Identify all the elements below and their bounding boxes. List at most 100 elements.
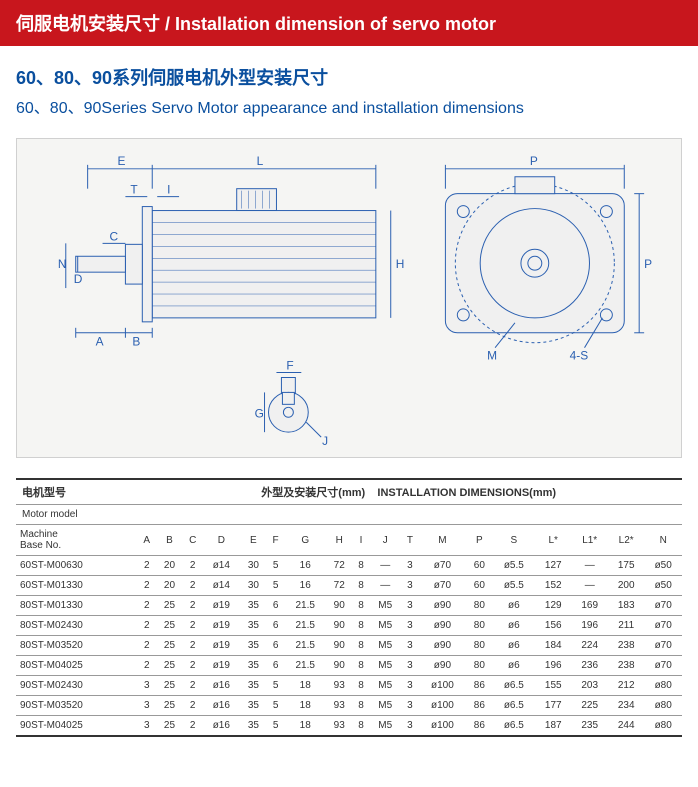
data-cell: 236: [571, 656, 607, 676]
data-cell: 2: [183, 636, 203, 656]
data-cell: 72: [326, 556, 353, 576]
col-header: D: [203, 525, 240, 556]
dim-E: E: [117, 154, 125, 168]
model-cell: 90ST-M04025: [16, 716, 137, 737]
dim-I: I: [167, 183, 170, 197]
data-cell: 2: [183, 556, 203, 576]
data-cell: 3: [401, 636, 419, 656]
data-cell: ø16: [203, 696, 240, 716]
data-cell: 3: [401, 696, 419, 716]
data-cell: ø14: [203, 556, 240, 576]
data-cell: 2: [183, 616, 203, 636]
data-cell: 152: [535, 576, 571, 596]
table-row: 60ST-M006302202ø1430516728—3ø7060ø5.5127…: [16, 556, 682, 576]
col-header: P: [466, 525, 493, 556]
data-cell: 21.5: [285, 656, 326, 676]
data-cell: 25: [156, 716, 183, 737]
model-cell: 80ST-M04025: [16, 656, 137, 676]
data-cell: ø50: [644, 556, 682, 576]
dim-J: J: [322, 434, 328, 448]
data-cell: ø19: [203, 636, 240, 656]
data-cell: 200: [608, 576, 644, 596]
shaft-detail-group: F G J: [255, 359, 329, 449]
data-cell: M5: [369, 656, 401, 676]
data-cell: 177: [535, 696, 571, 716]
data-cell: 90: [326, 596, 353, 616]
data-cell: ø19: [203, 596, 240, 616]
data-cell: 2: [137, 556, 156, 576]
data-cell: 8: [353, 696, 370, 716]
col-header: A: [137, 525, 156, 556]
data-cell: 90: [326, 656, 353, 676]
data-cell: 5: [267, 576, 285, 596]
data-cell: ø5.5: [493, 556, 535, 576]
data-cell: 3: [401, 616, 419, 636]
data-cell: 169: [571, 596, 607, 616]
data-cell: ø19: [203, 656, 240, 676]
col-header: L*: [535, 525, 571, 556]
data-cell: 235: [571, 716, 607, 737]
data-cell: 234: [608, 696, 644, 716]
col-header: T: [401, 525, 419, 556]
data-cell: 2: [137, 576, 156, 596]
data-cell: ø70: [644, 656, 682, 676]
table-row: 80ST-M024302252ø1935621.5908M53ø9080ø615…: [16, 616, 682, 636]
col-header: G: [285, 525, 326, 556]
hdr-machine: Machine Base No.: [16, 525, 137, 556]
data-cell: —: [571, 576, 607, 596]
data-cell: 203: [571, 676, 607, 696]
data-cell: ø14: [203, 576, 240, 596]
data-cell: 93: [326, 696, 353, 716]
data-cell: 18: [285, 676, 326, 696]
hdr-model-en: Motor model: [16, 505, 137, 525]
data-cell: ø100: [419, 716, 466, 737]
data-cell: M5: [369, 596, 401, 616]
data-cell: 25: [156, 616, 183, 636]
data-cell: ø90: [419, 656, 466, 676]
header-bar: 伺服电机安装尺寸 / Installation dimension of ser…: [0, 0, 698, 46]
data-cell: 129: [535, 596, 571, 616]
col-header: L2*: [608, 525, 644, 556]
data-cell: 5: [267, 556, 285, 576]
table-body: 60ST-M006302202ø1430516728—3ø7060ø5.5127…: [16, 556, 682, 737]
data-cell: 30: [240, 556, 267, 576]
data-cell: M5: [369, 636, 401, 656]
dimensions-table-wrap: 电机型号 外型及安装尺寸(mm) INSTALLATION DIMENSIONS…: [0, 478, 698, 757]
table-row: 90ST-M024303252ø1635518938M53ø10086ø6.51…: [16, 676, 682, 696]
data-cell: 175: [608, 556, 644, 576]
data-cell: 2: [137, 636, 156, 656]
data-cell: 30: [240, 576, 267, 596]
data-cell: 86: [466, 696, 493, 716]
data-cell: 3: [401, 656, 419, 676]
data-cell: 6: [267, 616, 285, 636]
data-cell: ø80: [644, 696, 682, 716]
data-cell: 5: [267, 716, 285, 737]
table-row: 60ST-M013302202ø1430516728—3ø7060ø5.5152…: [16, 576, 682, 596]
subtitle-block: 60、80、90系列伺服电机外型安装尺寸 60、80、90Series Serv…: [0, 46, 698, 128]
data-cell: 183: [608, 596, 644, 616]
col-header: I: [353, 525, 370, 556]
data-cell: 25: [156, 636, 183, 656]
data-cell: 6: [267, 596, 285, 616]
data-cell: 211: [608, 616, 644, 636]
data-cell: 196: [571, 616, 607, 636]
data-cell: ø16: [203, 676, 240, 696]
data-cell: 80: [466, 616, 493, 636]
data-cell: 3: [137, 676, 156, 696]
data-cell: ø70: [419, 576, 466, 596]
dim-D: D: [74, 272, 83, 286]
table-row: 80ST-M040252252ø1935621.5908M53ø9080ø619…: [16, 656, 682, 676]
model-cell: 60ST-M01330: [16, 576, 137, 596]
model-cell: 60ST-M00630: [16, 556, 137, 576]
data-cell: 3: [137, 716, 156, 737]
data-cell: 238: [608, 636, 644, 656]
data-cell: 25: [156, 696, 183, 716]
col-header: J: [369, 525, 401, 556]
data-cell: 35: [240, 656, 267, 676]
data-cell: 35: [240, 636, 267, 656]
data-cell: 86: [466, 676, 493, 696]
data-cell: M5: [369, 696, 401, 716]
data-cell: 21.5: [285, 636, 326, 656]
dim-N: N: [58, 257, 67, 271]
data-cell: 21.5: [285, 596, 326, 616]
